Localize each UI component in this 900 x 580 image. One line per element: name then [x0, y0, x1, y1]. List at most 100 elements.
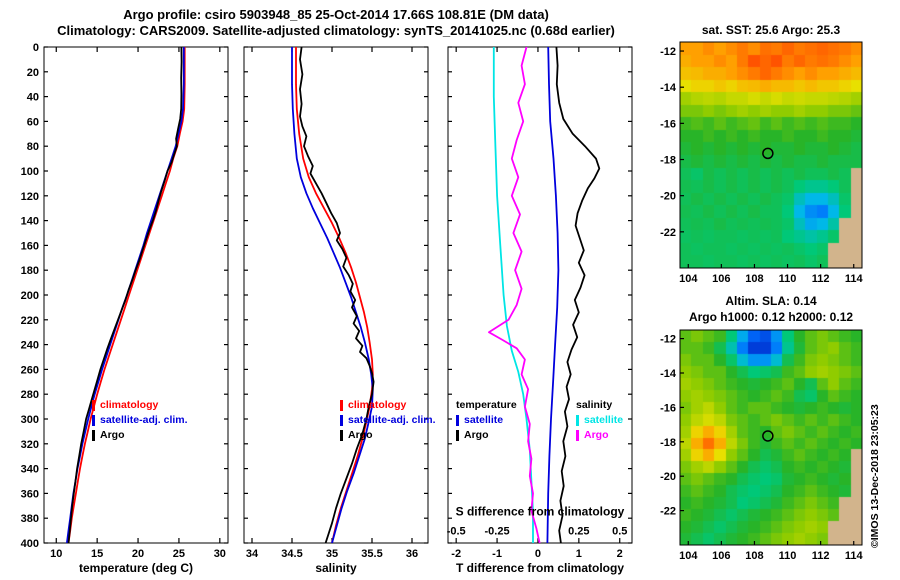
svg-text:10: 10 [50, 548, 62, 560]
svg-text:240: 240 [21, 340, 39, 352]
svg-text:-16: -16 [660, 402, 676, 414]
svg-text:112: 112 [812, 273, 830, 285]
svg-text:-1: -1 [492, 548, 502, 560]
svg-text:30: 30 [214, 548, 226, 560]
svg-text:temperature (deg C): temperature (deg C) [79, 561, 193, 575]
legend-item: climatology [340, 398, 436, 413]
sst-map-title: sat. SST: 25.6 Argo: 25.3 [701, 23, 841, 37]
svg-text:114: 114 [845, 273, 864, 285]
svg-text:-0.5: -0.5 [447, 525, 466, 537]
legend-line-sample [340, 415, 343, 426]
legend-item: Argo [92, 428, 188, 443]
svg-text:120: 120 [21, 191, 39, 203]
svg-text:106: 106 [712, 550, 730, 562]
legend-temperature-panel: climatology satellite-adj. clim. Argo [92, 398, 188, 443]
svg-text:220: 220 [21, 315, 39, 327]
figure-title-line1: Argo profile: csiro 5903948_85 25-Oct-20… [123, 7, 549, 22]
svg-text:-18: -18 [660, 155, 676, 167]
svg-text:-2: -2 [451, 548, 461, 560]
legend-title: salinity [576, 399, 613, 411]
svg-text:80: 80 [27, 141, 39, 153]
legend-item: Argo [576, 428, 623, 443]
sst-map-canvas [680, 42, 862, 268]
svg-text:104: 104 [679, 273, 698, 285]
svg-text:34.5: 34.5 [281, 548, 302, 560]
sla-map-title-line1: Altim. SLA: 0.14 [725, 294, 817, 308]
sla-map-title-line2: Argo h1000: 0.12 h2000: 0.12 [688, 310, 854, 324]
svg-text:100: 100 [21, 166, 39, 178]
legend-title: temperature [456, 399, 517, 411]
svg-text:112: 112 [812, 550, 830, 562]
svg-text:-12: -12 [660, 46, 676, 58]
legend-line-sample [456, 415, 459, 426]
svg-text:S difference from climatology: S difference from climatology [456, 505, 625, 519]
svg-text:35: 35 [326, 548, 338, 560]
svg-text:110: 110 [779, 550, 797, 562]
legend-item: Argo [456, 428, 517, 443]
svg-text:40: 40 [27, 92, 39, 104]
figure-title-line2: Climatology: CARS2009. Satellite-adjuste… [57, 23, 615, 38]
legend-item: Argo [340, 428, 436, 443]
svg-text:60: 60 [27, 116, 39, 128]
svg-text:2: 2 [617, 548, 623, 560]
svg-text:300: 300 [21, 414, 39, 426]
svg-text:360: 360 [21, 488, 39, 500]
svg-text:110: 110 [779, 273, 797, 285]
svg-text:380: 380 [21, 513, 39, 525]
svg-text:106: 106 [712, 273, 730, 285]
legend-item: satellite [456, 413, 517, 428]
svg-text:20: 20 [27, 67, 39, 79]
svg-text:15: 15 [91, 548, 103, 560]
legend-line-sample [456, 430, 459, 441]
svg-text:0.5: 0.5 [612, 525, 627, 537]
svg-text:-14: -14 [660, 368, 677, 380]
svg-text:160: 160 [21, 240, 39, 252]
svg-text:400: 400 [21, 538, 39, 550]
svg-text:280: 280 [21, 389, 39, 401]
svg-text:180: 180 [21, 265, 39, 277]
legend-line-sample [92, 415, 95, 426]
svg-text:-20: -20 [660, 191, 676, 203]
legend-line-sample [576, 430, 579, 441]
svg-text:0: 0 [535, 548, 541, 560]
svg-text:35.5: 35.5 [361, 548, 382, 560]
svg-text:140: 140 [21, 216, 39, 228]
legend-item: climatology [92, 398, 188, 413]
svg-text:108: 108 [745, 273, 763, 285]
svg-text:1: 1 [576, 548, 582, 560]
legend-line-sample [92, 400, 95, 411]
legend-line-sample [340, 430, 343, 441]
legend-item: satellite-adj. clim. [340, 413, 436, 428]
svg-text:114: 114 [845, 550, 864, 562]
svg-text:200: 200 [21, 290, 39, 302]
svg-text:-20: -20 [660, 471, 676, 483]
svg-text:-14: -14 [660, 82, 677, 94]
legend-difference-salinity: salinity satellite Argo [576, 398, 623, 443]
legend-item: satellite-adj. clim. [92, 413, 188, 428]
svg-text:36: 36 [406, 548, 418, 560]
svg-text:108: 108 [745, 550, 763, 562]
svg-text:T difference from climatology: T difference from climatology [456, 561, 624, 575]
svg-text:-22: -22 [660, 227, 676, 239]
legend-difference-temperature: temperature satellite Argo [456, 398, 517, 443]
svg-text:-22: -22 [660, 506, 676, 518]
svg-text:-16: -16 [660, 118, 676, 130]
svg-text:0.25: 0.25 [568, 525, 589, 537]
legend-line-sample [92, 430, 95, 441]
svg-text:34: 34 [246, 548, 259, 560]
legend-salinity-panel: climatology satellite-adj. clim. Argo [340, 398, 436, 443]
copyright-watermark: ©IMOS 13-Dec-2018 23:05:23 [869, 404, 881, 548]
legend-line-sample [576, 415, 579, 426]
svg-text:-18: -18 [660, 437, 676, 449]
svg-text:320: 320 [21, 439, 39, 451]
svg-text:340: 340 [21, 464, 39, 476]
svg-text:20: 20 [132, 548, 144, 560]
svg-text:25: 25 [173, 548, 185, 560]
svg-text:260: 260 [21, 364, 39, 376]
svg-text:0: 0 [33, 42, 39, 54]
sla-map-canvas [680, 330, 862, 545]
legend-item: satellite [576, 413, 623, 428]
svg-text:-12: -12 [660, 334, 676, 346]
svg-text:104: 104 [679, 550, 698, 562]
